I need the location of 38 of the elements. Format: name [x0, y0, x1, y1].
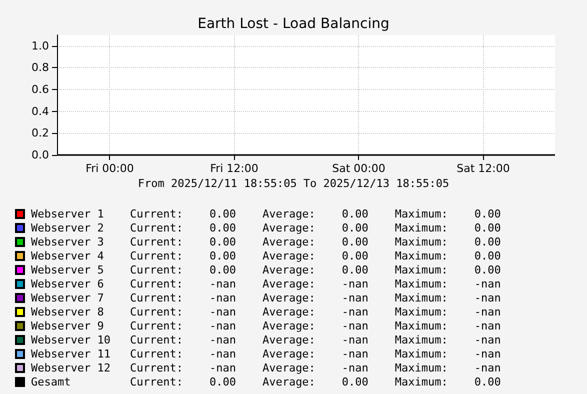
- legend-label: Webserver 7: [31, 292, 104, 304]
- text: Current: -nan Average: -nan Maximum: -nan: [130, 348, 501, 360]
- text: Current: 0.00 Average: 0.00 Maximum: 0.00: [130, 250, 501, 262]
- text: Current: 0.00 Average: 0.00 Maximum: 0.00: [130, 236, 501, 248]
- legend-label: Webserver 1: [31, 208, 104, 220]
- text: Current: -nan Average: -nan Maximum: -nan: [130, 320, 501, 332]
- legend-label: Webserver 2: [31, 222, 104, 234]
- legend-label: Webserver 3: [31, 236, 104, 248]
- text: Current: -nan Average: -nan Maximum: -nan: [130, 306, 501, 318]
- x-tick-label: Sat 00:00: [332, 162, 386, 175]
- text: Current: -nan Average: -nan Maximum: -nan: [130, 334, 501, 346]
- y-tick-label: 1.0: [32, 39, 49, 52]
- text: Current: 0.00 Average: 0.00 Maximum: 0.00: [130, 208, 501, 220]
- x-tick-label: Fri 12:00: [210, 162, 258, 175]
- x-tick-label: Sat 12:00: [456, 162, 510, 175]
- text: Current: 0.00 Average: 0.00 Maximum: 0.00: [130, 376, 501, 388]
- chart-title: Earth Lost - Load Balancing: [198, 16, 390, 32]
- legend-label: Webserver 10: [31, 334, 110, 346]
- legend-label: Webserver 6: [31, 278, 104, 290]
- text: Current: 0.00 Average: 0.00 Maximum: 0.00: [130, 222, 501, 234]
- legend-label: Webserver 4: [31, 250, 104, 262]
- text: Current: -nan Average: -nan Maximum: -nan: [130, 362, 501, 374]
- y-tick-label: 0.4: [32, 104, 49, 118]
- y-tick-label: 0.8: [32, 61, 49, 74]
- y-tick-label: 0.6: [32, 83, 49, 96]
- legend-label: Webserver 5: [31, 264, 104, 276]
- text: Current: -nan Average: -nan Maximum: -nan: [130, 292, 501, 304]
- text: Current: 0.00 Average: 0.00 Maximum: 0.00: [130, 264, 501, 276]
- y-tick-label: 0.0: [32, 148, 49, 162]
- legend-label: Webserver 8: [31, 306, 104, 318]
- x-tick-label: Fri 00:00: [86, 162, 134, 175]
- legend-label: Webserver 12: [31, 362, 110, 374]
- legend-label: Webserver 9: [31, 320, 104, 332]
- y-tick-label: 0.2: [32, 126, 49, 140]
- legend-label: Gesamt: [31, 376, 71, 388]
- legend-label: Webserver 11: [31, 348, 110, 360]
- text: Current: -nan Average: -nan Maximum: -nan: [130, 278, 501, 290]
- x-axis-title: From 2025/12/11 18:55:05 To 2025/12/13 18:55:05: [138, 177, 450, 190]
